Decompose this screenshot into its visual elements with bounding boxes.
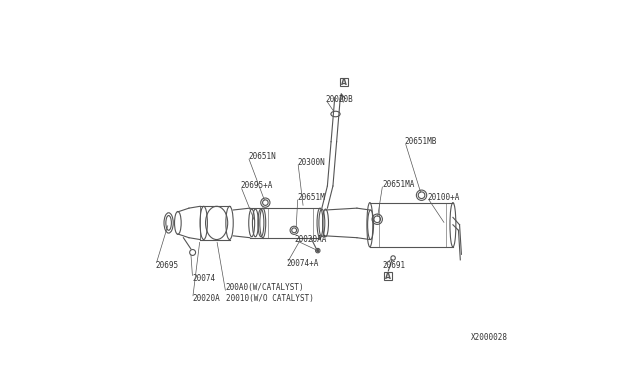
Text: 20100+A: 20100+A [427, 193, 460, 202]
Text: A: A [341, 78, 348, 87]
Text: 20691: 20691 [383, 261, 406, 270]
Text: 20074: 20074 [193, 274, 216, 283]
Text: 20651MB: 20651MB [405, 137, 437, 146]
Text: 20651M: 20651M [298, 193, 326, 202]
Text: A: A [385, 272, 391, 280]
Text: 20695+A: 20695+A [241, 182, 273, 190]
Text: 20300N: 20300N [298, 157, 326, 167]
Text: 20695: 20695 [156, 261, 179, 270]
Text: 20020A: 20020A [193, 294, 220, 303]
Text: 200A0(W/CATALYST)
20010(W/O CATALYST): 200A0(W/CATALYST) 20010(W/O CATALYST) [226, 283, 314, 303]
Text: 20020AA: 20020AA [294, 235, 326, 244]
Text: 20074+A: 20074+A [287, 259, 319, 268]
Text: 20651MA: 20651MA [383, 180, 415, 189]
Text: 20020B: 20020B [326, 95, 353, 104]
Circle shape [317, 250, 319, 252]
Text: 20651N: 20651N [248, 152, 276, 161]
Text: X2000028: X2000028 [472, 333, 508, 342]
